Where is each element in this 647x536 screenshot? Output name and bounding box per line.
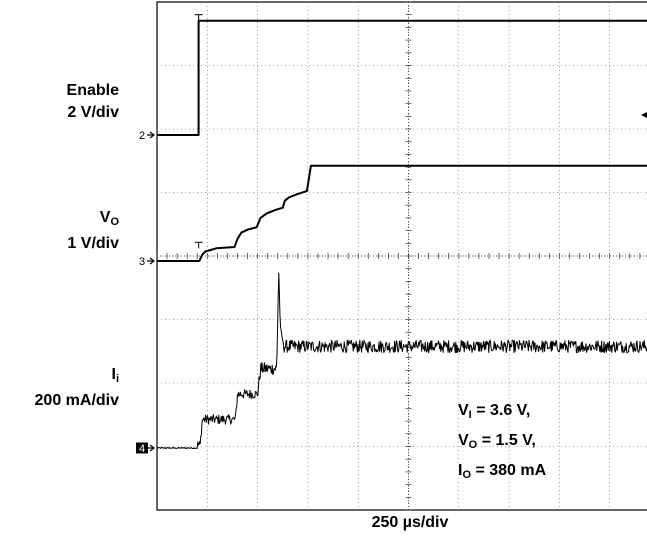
grid <box>156 1 647 511</box>
channel-markers: 2 3 4 <box>136 130 155 455</box>
ii-scale: 200 mA/div <box>34 392 119 409</box>
trace-vo <box>157 164 647 262</box>
enable-scale: 2 V/div <box>67 104 119 121</box>
channel-marker-2: 2 <box>139 130 145 142</box>
channel-marker-arrow <box>147 131 155 139</box>
vo-label: VO <box>99 209 119 228</box>
trace-ii <box>156 272 647 450</box>
channel-marker-3: 3 <box>139 256 145 268</box>
channel-marker-arrow <box>147 257 155 265</box>
ii-label: Ii <box>111 366 119 385</box>
ii-channel-label: Ii 200 mA/div <box>0 364 119 412</box>
traces <box>156 14 647 450</box>
condition-vi: VI = 3.6 V, <box>458 402 531 421</box>
enable-label: Enable <box>66 82 119 99</box>
vo-channel-label: VO 1 V/div <box>0 207 119 255</box>
condition-vo: VO = 1.5 V, <box>458 432 536 451</box>
right-edge-marker <box>641 112 647 118</box>
enable-channel-label: Enable 2 V/div <box>0 80 119 124</box>
trace-enable <box>157 19 647 136</box>
condition-io: IO = 380 mA <box>458 462 547 481</box>
channel-marker-arrow <box>147 444 155 452</box>
test-conditions: VI = 3.6 V, VO = 1.5 V, IO = 380 mA <box>458 398 546 488</box>
x-axis-label: 250 µs/div <box>371 514 449 531</box>
vo-scale: 1 V/div <box>67 235 119 252</box>
channel-marker-box <box>136 442 148 454</box>
channel-marker-4: 4 <box>139 443 145 455</box>
